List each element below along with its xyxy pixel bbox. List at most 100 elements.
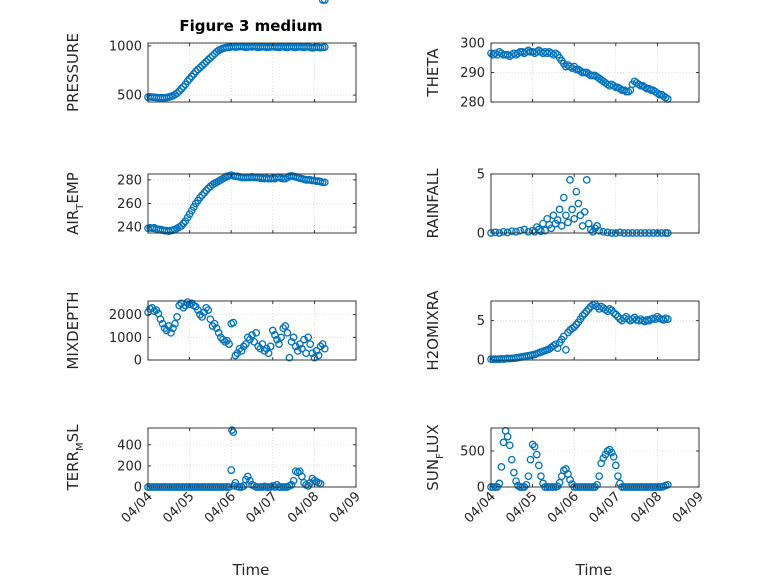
data-point: [235, 344, 244, 353]
x-tick-label: 04/09: [327, 489, 364, 526]
y-axis-label-rainfall: RAINFALL: [424, 168, 442, 239]
data-point: [603, 228, 612, 237]
data-point: [204, 55, 213, 64]
data-point: [512, 477, 520, 486]
data-point: [266, 342, 275, 351]
data-point: [614, 472, 622, 481]
data-point: [252, 328, 261, 337]
y-tick-label: 200: [117, 459, 142, 474]
y-tick-label: 260: [117, 197, 142, 212]
data-series: [487, 300, 672, 364]
data-point: [505, 441, 514, 450]
data-point: [308, 349, 317, 358]
data-point: [208, 51, 217, 60]
x-tick-label: 04/06: [545, 489, 582, 526]
y-tick-label: 500: [117, 89, 142, 104]
data-point: [559, 332, 568, 341]
data-point: [607, 448, 616, 457]
data-point: [191, 67, 200, 76]
data-point: [611, 310, 620, 319]
data-point: [555, 478, 564, 487]
data-point: [156, 315, 165, 324]
data-point: [609, 452, 618, 461]
data-point: [663, 480, 672, 489]
data-point: [177, 85, 186, 93]
subplot-h2omixra: 0 5 H2OMIXRA: [424, 290, 700, 371]
axes-box: [147, 427, 357, 488]
data-point: [572, 187, 581, 196]
data-point: [566, 475, 574, 484]
data-point: [516, 226, 524, 235]
y-axis-label-sun-flux: SUNFLUX: [424, 424, 446, 490]
data-point: [173, 89, 181, 98]
y-tick-label: 300: [460, 37, 485, 52]
data-point: [260, 347, 269, 355]
data-point: [206, 315, 215, 324]
plot-area: [491, 301, 699, 360]
data-point: [503, 432, 512, 441]
data-point: [526, 455, 535, 464]
data-point: [289, 333, 298, 342]
y-axis-label-theta: THETA: [424, 48, 442, 98]
data-point: [169, 324, 177, 333]
data-point: [306, 340, 315, 348]
data-point: [229, 318, 238, 327]
data-point: [551, 340, 560, 349]
data-point: [204, 306, 213, 314]
data-point: [239, 342, 248, 351]
data-point: [196, 63, 204, 72]
data-point: [283, 328, 292, 337]
data-point: [507, 455, 516, 464]
data-point: [202, 57, 211, 66]
data-point: [237, 347, 246, 355]
data-point: [167, 328, 175, 337]
data-point: [183, 298, 192, 306]
data-point: [530, 442, 539, 451]
data-point: [580, 207, 589, 216]
data-point: [582, 176, 591, 184]
data-point: [497, 463, 506, 471]
data-point: [275, 340, 283, 348]
data-point: [287, 337, 296, 346]
data-point: [562, 345, 570, 354]
axes-box: [490, 427, 700, 488]
data-point: [574, 199, 583, 208]
subplot-theta: 280 290 300 THETA: [424, 37, 700, 111]
axes-box: [490, 173, 700, 234]
data-point: [570, 214, 579, 223]
plot-area: [148, 301, 356, 360]
data-point: [202, 303, 211, 312]
x-tick-label: 04/06: [202, 489, 239, 526]
data-point: [507, 227, 516, 236]
data-point: [653, 312, 662, 321]
data-point: [173, 313, 181, 321]
y-tick-label: 290: [460, 66, 485, 81]
y-tick-label: 1000: [109, 39, 142, 54]
data-point: [503, 228, 512, 237]
y-tick-label: 280: [460, 96, 485, 111]
y-axis-label-mixdepth: MIXDEPTH: [64, 291, 82, 369]
data-point: [196, 310, 204, 319]
data-point: [564, 218, 572, 227]
data-point: [320, 344, 329, 353]
data-series: [487, 46, 672, 103]
y-tick-label: 400: [117, 438, 142, 453]
data-point: [277, 333, 285, 342]
data-point: [198, 313, 206, 321]
data-point: [316, 342, 325, 351]
data-point: [273, 335, 281, 344]
data-point: [663, 315, 672, 323]
data-point: [254, 342, 263, 351]
data-point: [285, 353, 294, 362]
data-point: [231, 351, 240, 360]
data-point: [547, 224, 556, 233]
x-tick-label: 04/08: [628, 489, 665, 526]
subplot-rainfall: 0 5 RAINFALL: [424, 168, 700, 242]
data-point: [293, 347, 302, 355]
data-point: [593, 222, 601, 230]
subplot-air-temp: 240 260 280 AIRTEMP: [64, 171, 357, 236]
data-point: [499, 227, 508, 236]
data-point: [208, 322, 217, 330]
